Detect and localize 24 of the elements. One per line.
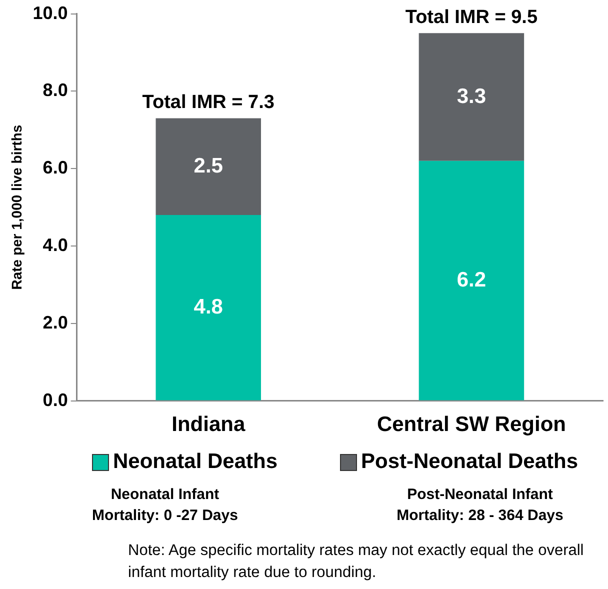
- text: Neonatal Infant Mortality: 0 -27 Days: [91, 485, 239, 526]
- y-tick-label: 6.0: [42, 158, 68, 178]
- data-label: 4.8: [194, 295, 224, 318]
- total-label: Total IMR = 7.3: [142, 92, 274, 114]
- y-tick-label: 2.0: [42, 312, 68, 332]
- y-tick-label: 0.0: [42, 390, 68, 410]
- bar: [418, 160, 524, 400]
- total-label: Total IMR = 9.5: [405, 6, 538, 28]
- y-axis-title: Rate per 1,000 live births: [8, 124, 24, 290]
- y-tick-label: 4.0: [42, 234, 68, 255]
- bar: [418, 33, 524, 161]
- legend-label: Neonatal Deaths: [113, 450, 278, 474]
- bar: [156, 118, 261, 216]
- y-tick-label: 8.0: [42, 80, 68, 100]
- text: Note: Age specific mortality rates may not exactly equal the overall infant mortality rate due to rounding.: [128, 541, 585, 583]
- x-tick-label: Indiana: [172, 413, 246, 436]
- data-label: 2.5: [194, 154, 224, 178]
- y-tick-label: 10.0: [32, 2, 68, 23]
- data-label: 6.2: [456, 268, 486, 292]
- x-tick-label: Central SW Region: [376, 413, 566, 436]
- data-label: 3.3: [456, 84, 486, 108]
- text: Post-Neonatal Infant Mortality: 28 - 364 Days: [396, 485, 564, 526]
- legend-label: Post-Neonatal Deaths: [361, 450, 578, 474]
- bar: [156, 215, 261, 400]
